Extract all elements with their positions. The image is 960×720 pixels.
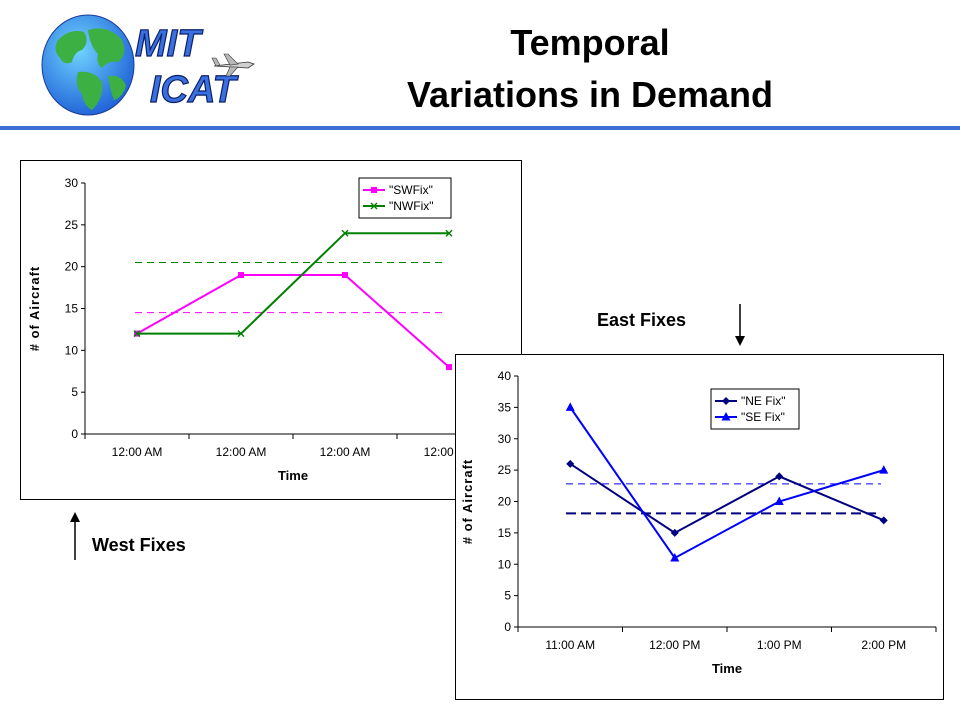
legend-box bbox=[358, 177, 452, 219]
legend-label: "NE Fix" bbox=[741, 394, 786, 408]
y-tick-label: 30 bbox=[498, 432, 512, 446]
globe-icon bbox=[41, 14, 135, 116]
series-line-0 bbox=[136, 274, 450, 368]
legend-box bbox=[710, 388, 800, 430]
data-point bbox=[566, 459, 575, 468]
y-tick-label: 35 bbox=[498, 400, 512, 414]
x-tick-label: 11:00 AM bbox=[545, 638, 595, 652]
y-tick-label: 5 bbox=[71, 385, 78, 399]
y-tick-label: 20 bbox=[498, 495, 512, 509]
east-fixes-label: East Fixes bbox=[597, 310, 687, 330]
data-point bbox=[237, 330, 245, 338]
y-tick-label: 25 bbox=[65, 218, 79, 232]
y-tick-label: 20 bbox=[65, 260, 79, 274]
east-down-arrow-icon bbox=[735, 304, 745, 346]
data-point bbox=[565, 402, 575, 411]
y-tick-label: 15 bbox=[65, 302, 79, 316]
plot-area: 0 5 10 15 20 25 30 35 40 11:00 AM 12:00 PM 1:00 PM 2… bbox=[460, 369, 937, 676]
legend-label: "SE Fix" bbox=[741, 410, 785, 424]
mit-icat-logo: MIT ICAT bbox=[41, 14, 255, 116]
airplane-icon bbox=[211, 53, 255, 77]
legend: "SWFix" "NWFix" bbox=[358, 177, 452, 219]
data-point bbox=[133, 330, 141, 338]
data-point bbox=[879, 465, 889, 474]
data-point bbox=[775, 472, 784, 481]
y-axis-title: # of Aircraft bbox=[27, 266, 42, 351]
legend-label: "SWFix" bbox=[389, 183, 433, 197]
data-point bbox=[341, 229, 349, 237]
y-tick-label: 5 bbox=[504, 589, 511, 603]
y-tick-label: 30 bbox=[65, 176, 79, 190]
legend-marker bbox=[721, 412, 731, 421]
data-point bbox=[446, 364, 452, 371]
x-tick-label: 1:00 PM bbox=[757, 638, 802, 652]
x-tick-label: 12:00 AM bbox=[216, 445, 267, 459]
data-point bbox=[774, 496, 784, 505]
y-tick-label: 15 bbox=[498, 526, 512, 540]
logo-icat-text: ICAT bbox=[150, 69, 239, 111]
legend: "NE Fix" "SE Fix" bbox=[710, 388, 800, 430]
legend-label: "NWFix" bbox=[389, 199, 434, 213]
x-tick-label: 2:00 PM bbox=[861, 638, 906, 652]
y-tick-label: 10 bbox=[498, 557, 512, 571]
data-point bbox=[445, 229, 453, 237]
x-tick-label: 12:00 AM bbox=[112, 445, 163, 459]
y-tick-label: 25 bbox=[498, 463, 512, 477]
series-line-1 bbox=[569, 406, 885, 560]
x-axis-title: Time bbox=[712, 661, 742, 676]
slide-title-line2: Variations in Demand bbox=[406, 74, 774, 115]
legend-marker bbox=[371, 187, 377, 193]
slide-title-line1: Temporal bbox=[510, 22, 670, 63]
legend-marker bbox=[722, 397, 730, 405]
legend-marker bbox=[370, 202, 378, 210]
logo-mit-text: MIT bbox=[135, 23, 203, 65]
west-fixes-chart: 0 5 10 15 20 25 30 12:00 AM 12:00 AM 12:00 AM 12:0… bbox=[20, 160, 522, 500]
data-point bbox=[670, 552, 680, 562]
y-tick-label: 10 bbox=[65, 343, 79, 357]
east-fixes-chart-svg: 0 5 10 15 20 25 30 35 40 11:00 AM 12:00 PM 1:00 PM 2… bbox=[460, 369, 937, 676]
east-fixes-chart: 0 5 10 15 20 25 30 35 40 11:00 AM 12:00 PM 1:00 PM 2… bbox=[455, 354, 944, 700]
y-tick-label: 0 bbox=[504, 620, 511, 634]
series-line-0 bbox=[569, 463, 885, 535]
west-fixes-label: West Fixes bbox=[92, 535, 186, 555]
x-tick-label: 12:00 PM bbox=[649, 638, 700, 652]
x-tick-label: 12:00 AM bbox=[320, 445, 371, 459]
y-tick-label: 0 bbox=[71, 427, 78, 441]
west-up-arrow-icon bbox=[70, 512, 80, 560]
y-axis-title: # of Aircraft bbox=[460, 459, 475, 544]
data-point bbox=[879, 516, 888, 525]
y-tick-label: 40 bbox=[498, 369, 512, 383]
data-point bbox=[342, 272, 348, 279]
x-axis-title: Time bbox=[278, 468, 308, 483]
data-point bbox=[670, 528, 679, 537]
title-divider bbox=[0, 126, 960, 130]
series-line-1 bbox=[137, 232, 449, 335]
data-point bbox=[238, 272, 244, 279]
